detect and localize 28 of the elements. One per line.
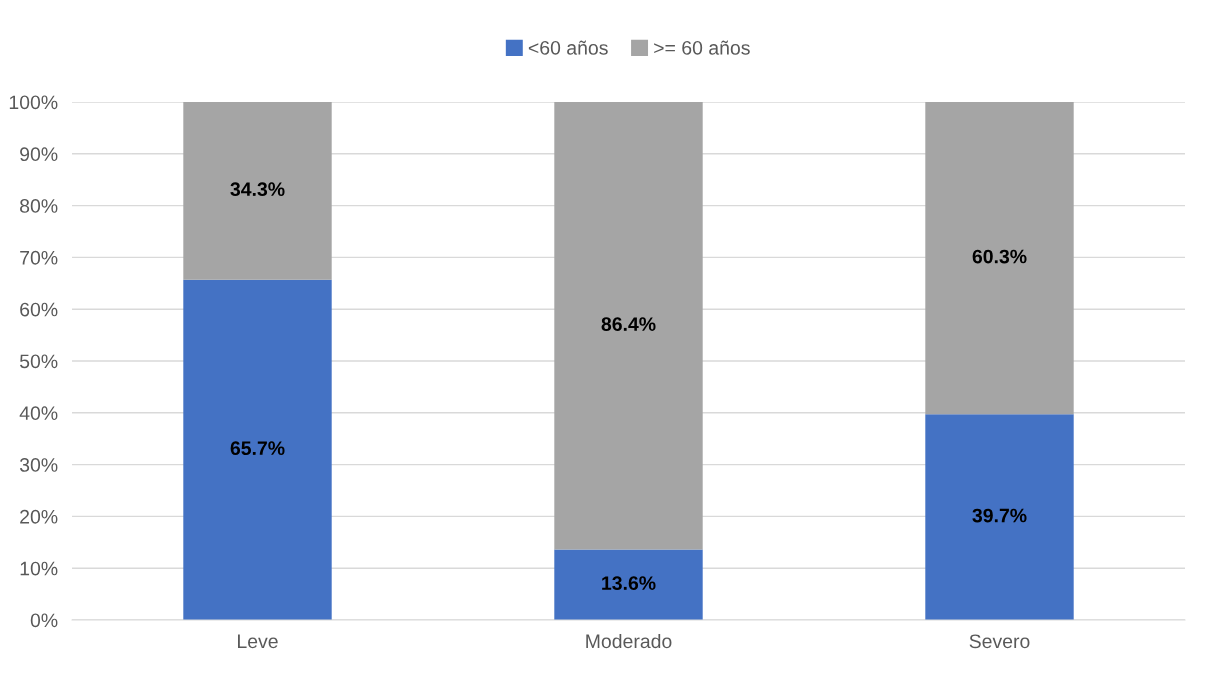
data-label: 60.3%: [972, 249, 1027, 264]
data-label: 65.7%: [230, 441, 285, 456]
data-label: 34.3%: [230, 182, 285, 197]
data-label: 13.6%: [602, 576, 656, 591]
bar: [554, 102, 703, 550]
data-label: 39.7%: [972, 508, 1027, 523]
bar: [925, 414, 1074, 620]
bar: [925, 102, 1074, 415]
y-tick-label: 0%: [30, 613, 58, 628]
legend-label: >= 60 años: [654, 40, 750, 55]
y-tick-label: 50%: [19, 354, 58, 369]
legend-label: <60 años: [528, 40, 608, 55]
y-tick-label: 60%: [20, 302, 58, 317]
y-tick-label: 10%: [20, 561, 58, 576]
x-tick-label: Severo: [969, 634, 1030, 649]
y-tick-label: 30%: [19, 458, 58, 472]
data-label: 86.4%: [601, 317, 656, 331]
bar: [554, 549, 703, 620]
y-tick-label: 20%: [20, 509, 58, 524]
y-tick-label: 100%: [9, 95, 58, 110]
y-tick-label: 80%: [20, 199, 58, 213]
x-tick-label: Moderado: [586, 633, 672, 649]
y-tick-label: 90%: [20, 147, 58, 162]
y-tick-label: 40%: [19, 406, 58, 421]
x-tick-label: Leve: [238, 634, 278, 649]
bar: [183, 279, 332, 620]
y-tick-label: 70%: [20, 250, 58, 265]
bar: [183, 102, 332, 280]
